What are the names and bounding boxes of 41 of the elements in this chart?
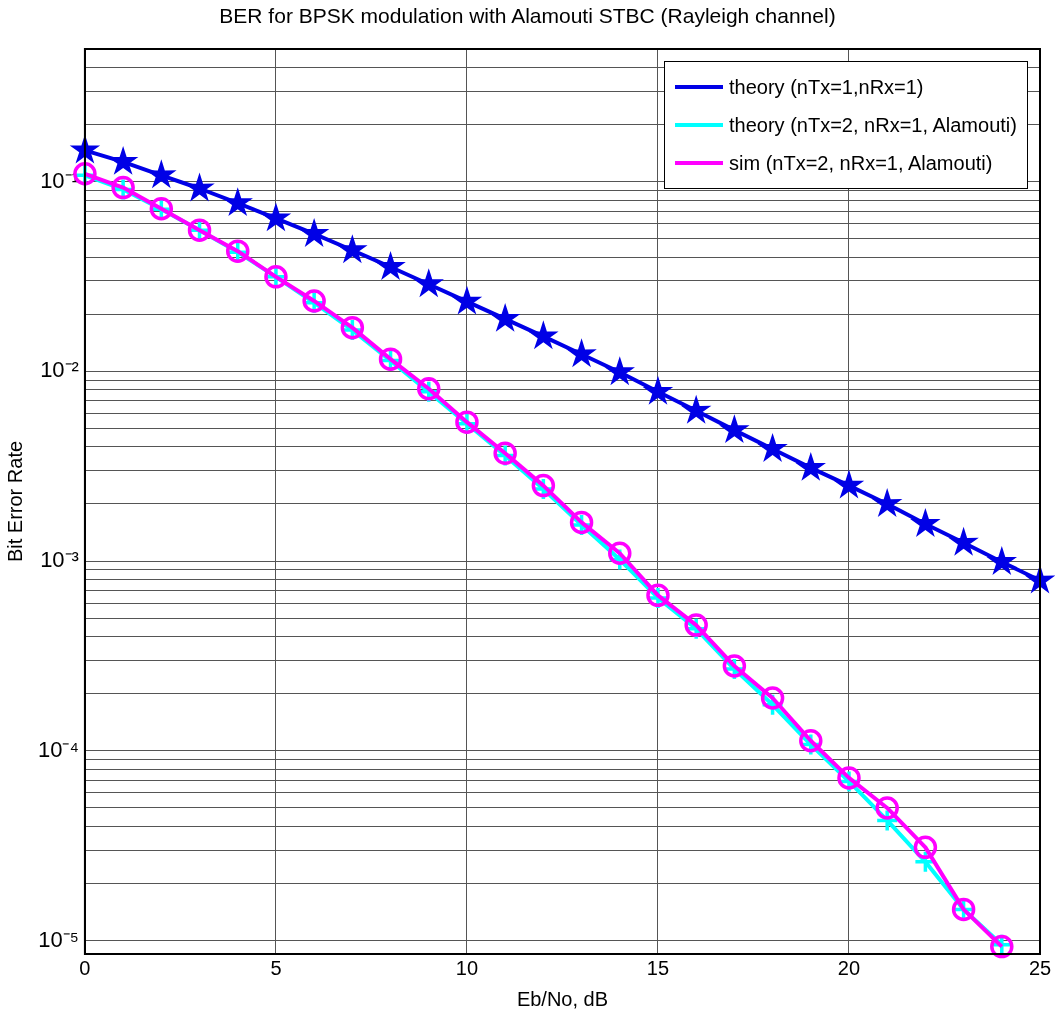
point [760, 686, 785, 710]
point [413, 268, 444, 298]
point [910, 507, 941, 537]
point [375, 250, 406, 280]
point [489, 302, 521, 332]
point [642, 375, 674, 405]
point [260, 202, 292, 232]
point [833, 469, 865, 499]
point [604, 356, 635, 386]
chart-title: BER for BPSK modulation with Alamouti STBC (Rayleigh channel) [218, 4, 837, 28]
point [298, 217, 330, 247]
y-axis-title: Bit Error Rate [3, 440, 26, 563]
point [795, 451, 826, 481]
legend-label: sim (nTx=2, nRx=1, Alamouti) [729, 151, 993, 175]
point [608, 541, 632, 566]
x-tick-label: 5 [270, 956, 282, 979]
point [680, 394, 712, 424]
legend-label: theory (nTx=1,nRx=1) [729, 75, 924, 99]
y-tick-label: 10⁻² [40, 357, 79, 383]
point [875, 796, 899, 820]
x-tick-label: 0 [79, 956, 91, 979]
x-tick-label: 25 [1028, 956, 1052, 979]
point [757, 432, 788, 462]
x-tick-label: 15 [646, 956, 670, 979]
point [948, 526, 979, 556]
y-tick-label: 10⁻⁴ [37, 736, 79, 762]
y-tick-label: 10⁻⁵ [38, 926, 79, 952]
point [871, 488, 903, 517]
point [528, 320, 559, 350]
point [566, 338, 597, 368]
legend-label: theory (nTx=2, nRx=1, Alamouti) [729, 113, 1017, 137]
point [222, 187, 253, 217]
point [337, 234, 368, 264]
x-tick-label: 10 [455, 956, 479, 979]
y-tick-label: 10⁻³ [40, 547, 79, 573]
x-tick-label: 20 [837, 956, 861, 979]
point [451, 285, 483, 315]
point [719, 414, 750, 444]
x-axis-title: Eb/No, dB [516, 987, 609, 1010]
point [986, 545, 1018, 575]
point [913, 835, 938, 860]
